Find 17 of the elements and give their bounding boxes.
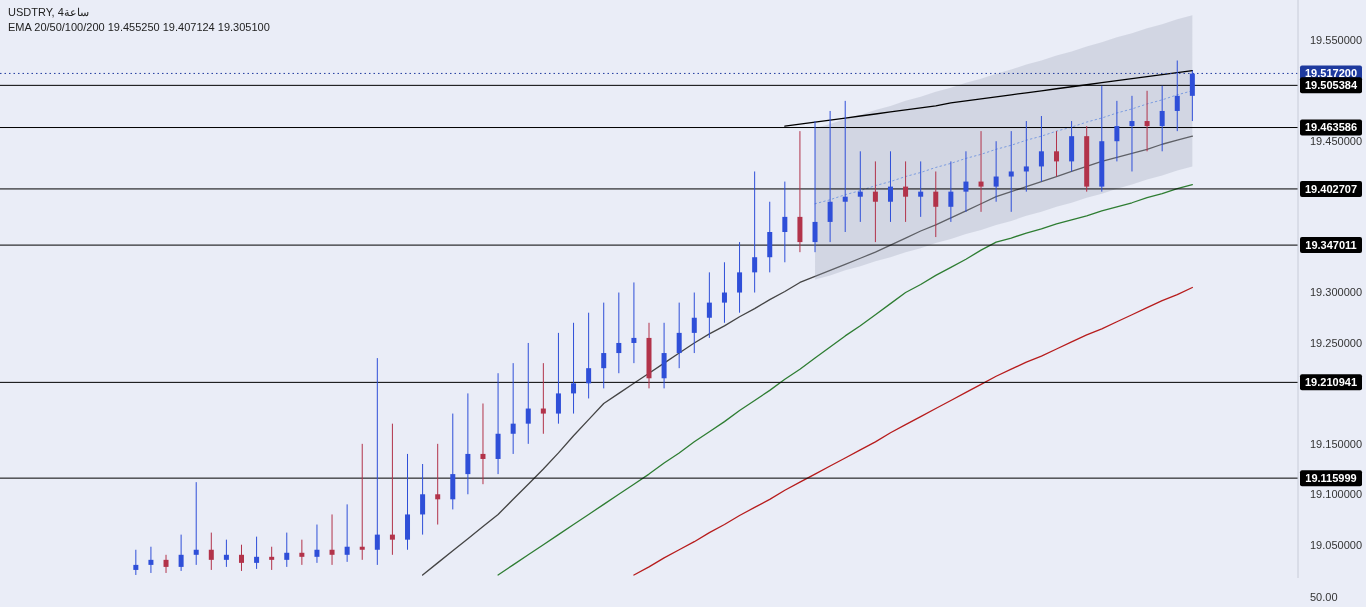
ref-line-label: 19.402707 [1305, 182, 1357, 195]
y-tick-label: 19.450000 [1310, 135, 1362, 148]
y-tick-label: 19.100000 [1310, 488, 1362, 501]
ref-line-label: 19.505384 [1305, 79, 1358, 92]
text: 50.00 [1310, 591, 1338, 603]
y-tick-label: 19.150000 [1310, 437, 1362, 450]
y-tick-label: 19.300000 [1310, 286, 1362, 299]
ref-line-label: 19.115999 [1305, 471, 1357, 484]
y-tick-label: 19.050000 [1310, 538, 1362, 551]
text: USDTRY, 4ساعة [8, 6, 89, 18]
ref-line-label: 19.463586 [1305, 121, 1357, 134]
ref-line-label: 19.517200 [1305, 67, 1357, 80]
y-tick-label: 19.550000 [1310, 34, 1362, 47]
text: EMA 20/50/100/200 19.455250 19.407124 19.305100 [8, 21, 270, 33]
ref-line-label: 19.210941 [1305, 376, 1357, 389]
y-tick-label: 19.250000 [1310, 336, 1362, 349]
ref-line-label: 19.347011 [1305, 238, 1357, 251]
